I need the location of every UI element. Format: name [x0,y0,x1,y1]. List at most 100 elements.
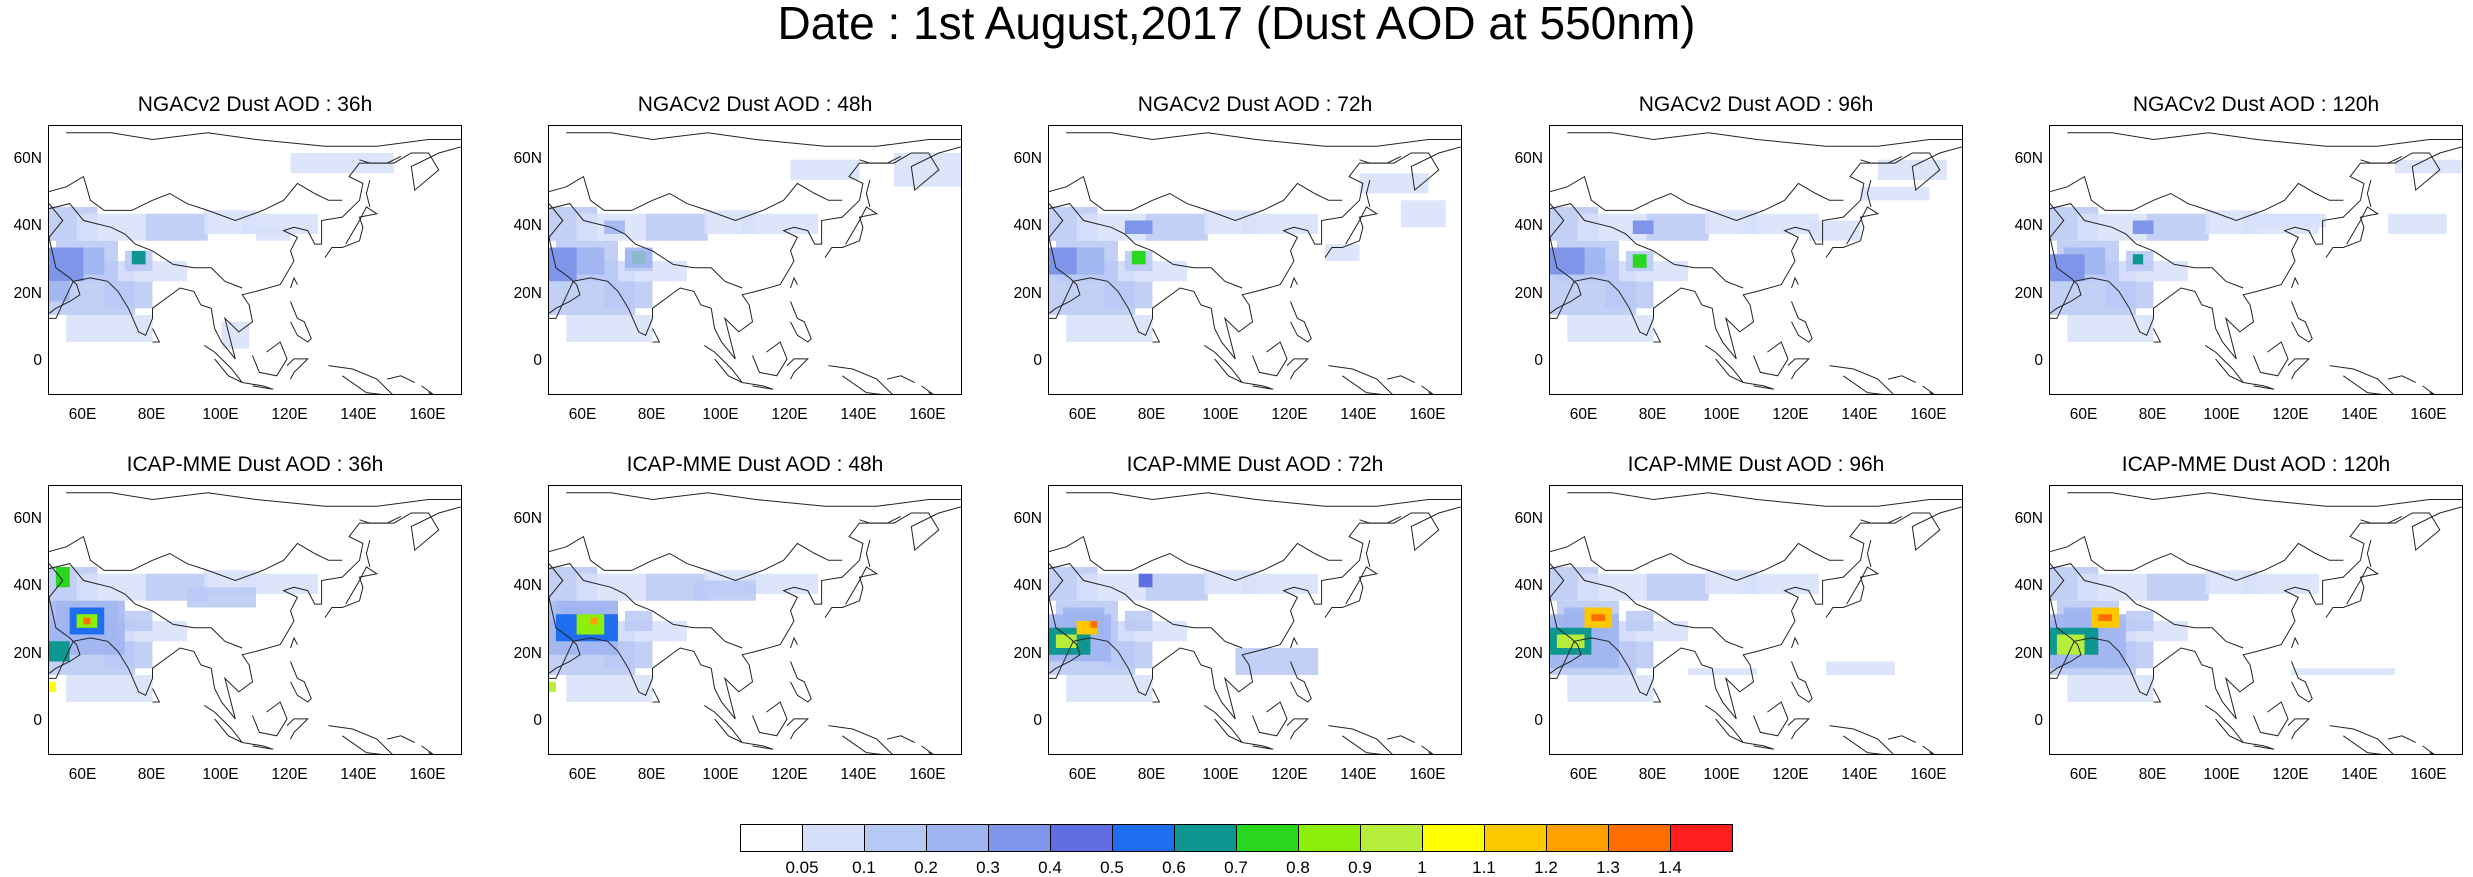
coastline [1365,539,1371,568]
coastline [1386,375,1415,383]
aod-cell [49,247,84,282]
colorbar-label: 0.3 [976,858,1000,877]
coastline [2050,506,2462,720]
aod-cell [145,213,208,241]
lon-tick-label: 80E [2138,766,2167,783]
colorbar-swatch [1546,824,1609,852]
lat-tick-label: 0 [2034,352,2043,370]
aod-cell [1066,675,1153,702]
panel-title: ICAP-MME Dust AOD : 36h [126,453,384,476]
lat-tick-label: 0 [1033,712,1042,730]
aod-cell [2067,315,2154,342]
coastline [886,735,915,743]
lon-tick-label: 100E [702,406,739,423]
colorbar-swatch [1050,824,1113,852]
coastline [328,725,393,754]
lon-tick-label: 100E [2203,406,2240,423]
colorbar-label: 1.4 [1658,858,1682,877]
coastline [921,385,934,394]
lon-tick-label: 140E [340,406,377,423]
coastline [66,492,461,507]
aod-cell [645,213,708,241]
colorbar-swatch [1670,824,1733,852]
colorbar-swatch [926,824,989,852]
lon-tick-label: 140E [1340,766,1377,783]
coastline [1860,515,1903,524]
coastline [566,492,961,507]
coastline [1324,566,1379,618]
coastline [790,301,812,343]
map-panel [2049,485,2463,755]
coastline [1922,385,1935,394]
aod-cell [604,220,625,234]
lat-tick-label: 0 [2034,712,2043,730]
lon-tick-label: 80E [2138,406,2167,423]
lon-tick-label: 160E [909,766,946,783]
colorbar-label: 0.1 [852,858,876,877]
aod-cell [1646,573,1709,601]
aod-cell [742,213,819,234]
aod-cell [2146,213,2209,241]
coastline [742,382,774,390]
coastline [549,175,843,222]
coastline [1866,539,1872,568]
coastline [865,539,871,568]
lat-tick-label: 20N [13,284,42,302]
aod-cell [49,281,70,302]
lat-tick-label: 60N [13,149,42,167]
lat-tick-label: 60N [513,509,542,527]
aod-cell [1066,315,1153,342]
coastline [1049,203,1243,289]
coastline [1252,341,1288,377]
aod-cell [1124,610,1153,632]
colorbar-swatch [988,824,1051,852]
aod-cell [124,610,153,632]
lat-tick-label: 20N [513,644,542,662]
coastline [1825,566,1880,618]
colorbar-label: 0.4 [1038,858,1062,877]
coastline [549,146,961,360]
panel-title: ICAP-MME Dust AOD : 48h [626,453,884,476]
coastline [1242,382,1274,390]
lat-tick-label: 40N [1514,217,1543,235]
coastline [152,688,161,703]
coastline [2325,566,2380,618]
lon-tick-label: 100E [202,406,239,423]
colorbar-label: 1.3 [1596,858,1620,877]
coastline [2253,341,2289,377]
aod-cell [2056,634,2085,655]
lat-tick-label: 20N [1514,644,1543,662]
coastline [1204,704,1243,743]
coastline [1825,206,1880,258]
colorbar-label: 0.05 [785,858,819,877]
aod-cell [1235,648,1319,675]
lon-tick-label: 160E [1409,406,1446,423]
aod-cell [1625,610,1654,632]
coastline [324,566,379,618]
coastline [1066,132,1461,147]
aod-cell [1359,173,1429,194]
coastline [828,365,893,394]
colorbar-label: 1 [1417,858,1427,877]
coastline [2291,661,2313,703]
coastline [2291,276,2299,289]
coastline [790,276,798,289]
lon-tick-label: 160E [1910,766,1947,783]
lon-tick-label: 60E [2069,766,2098,783]
coastline [1550,563,1744,649]
lon-tick-label: 120E [1772,766,1809,783]
lat-tick-label: 20N [513,284,542,302]
aod-cell [1400,200,1446,228]
coastline [824,566,879,618]
aod-cell [1242,573,1319,594]
aod-cell [1860,186,1930,201]
colorbar-swatch [1484,824,1547,852]
coastline [1887,375,1916,383]
aod-cell [221,321,250,349]
aod-cell [1877,159,1947,180]
coastline [2153,688,2162,703]
coastline [290,301,312,343]
coastline [549,563,743,649]
aod-cell [1688,668,1757,675]
panel-title: ICAP-MME Dust AOD : 72h [1126,453,1384,476]
